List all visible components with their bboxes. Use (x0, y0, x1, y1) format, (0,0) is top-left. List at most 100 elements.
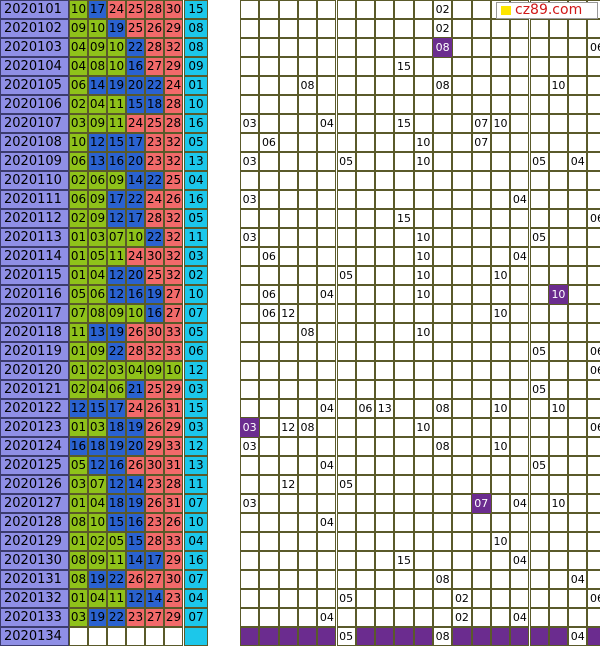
miss-cell: 02 (452, 608, 472, 627)
miss-cell (259, 95, 279, 114)
miss-cell (240, 38, 260, 57)
miss-cell (548, 19, 569, 38)
miss-cell (259, 608, 279, 627)
red-ball: 10 (126, 228, 145, 247)
miss-cell (375, 532, 395, 551)
blue-ball: 15 (184, 0, 208, 19)
miss-cell (548, 627, 569, 646)
miss-cell (529, 323, 549, 342)
red-ball: 25 (145, 114, 164, 133)
miss-cell (259, 323, 279, 342)
miss-cell (297, 228, 318, 247)
miss-cell (452, 418, 472, 437)
red-ball (107, 627, 126, 646)
blue-ball: 16 (184, 114, 208, 133)
miss-cell (278, 57, 298, 76)
miss-cell (452, 570, 472, 589)
miss-cell: 04 (317, 399, 337, 418)
miss-cell (413, 456, 433, 475)
red-ball: 14 (88, 76, 107, 95)
issue-number: 2020103 (0, 38, 69, 57)
miss-cell (529, 361, 549, 380)
red-ball: 08 (69, 551, 88, 570)
red-ball: 04 (88, 589, 107, 608)
miss-cell (568, 437, 588, 456)
red-ball: 10 (126, 304, 145, 323)
miss-cell (510, 380, 530, 399)
miss-cell (355, 76, 376, 95)
miss-cell: 08 (297, 418, 318, 437)
miss-cell (375, 133, 395, 152)
miss-cell (297, 380, 318, 399)
miss-cell (471, 38, 491, 57)
miss-cell (548, 380, 569, 399)
miss-cell (587, 57, 600, 76)
red-ball: 08 (69, 513, 88, 532)
red-ball: 26 (164, 513, 183, 532)
red-ball: 05 (88, 247, 107, 266)
miss-cell: 07 (471, 114, 491, 133)
miss-cell: 15 (394, 209, 414, 228)
miss-cell (529, 209, 549, 228)
red-ball: 04 (88, 95, 107, 114)
miss-cell (529, 494, 549, 513)
miss-cell (413, 532, 433, 551)
red-ball: 23 (145, 513, 164, 532)
miss-cell (336, 247, 356, 266)
miss-cell: 05 (529, 228, 549, 247)
miss-cell (433, 361, 453, 380)
red-ball: 33 (164, 437, 183, 456)
red-ball: 32 (164, 209, 183, 228)
miss-cell (568, 19, 588, 38)
miss-cell (317, 95, 337, 114)
red-ball: 24 (126, 399, 145, 418)
site-logo[interactable]: cz89.com (496, 2, 598, 19)
miss-cell (548, 532, 569, 551)
red-ball: 20 (126, 76, 145, 95)
miss-cell (529, 76, 549, 95)
miss-cell: 04 (510, 494, 530, 513)
red-ball: 07 (69, 304, 88, 323)
miss-cell (278, 95, 298, 114)
miss-cell: 04 (568, 570, 588, 589)
miss-cell (394, 304, 414, 323)
miss-cell (529, 247, 549, 266)
miss-cell (394, 228, 414, 247)
red-ball: 19 (107, 437, 126, 456)
red-ball: 04 (126, 361, 145, 380)
miss-cell (413, 57, 433, 76)
red-ball: 12 (69, 399, 88, 418)
miss-cell (375, 247, 395, 266)
miss-cell (278, 342, 298, 361)
miss-cell (317, 19, 337, 38)
red-ball: 25 (126, 0, 145, 19)
miss-cell (336, 190, 356, 209)
miss-cell (490, 19, 511, 38)
miss-cell (297, 361, 318, 380)
red-ball: 03 (69, 114, 88, 133)
miss-cell (548, 456, 569, 475)
miss-cell (568, 209, 588, 228)
miss-cell: 05 (336, 152, 356, 171)
issue-number: 2020125 (0, 456, 69, 475)
miss-cell (471, 0, 491, 19)
miss-cell (259, 589, 279, 608)
red-ball: 04 (88, 266, 107, 285)
miss-cell (278, 76, 298, 95)
miss-cell (355, 380, 376, 399)
miss-cell (240, 76, 260, 95)
miss-cell (375, 475, 395, 494)
miss-cell (240, 266, 260, 285)
red-ball: 26 (145, 399, 164, 418)
miss-cell (240, 608, 260, 627)
red-ball: 01 (69, 494, 88, 513)
miss-cell (297, 627, 318, 646)
miss-cell: 06 (355, 399, 376, 418)
issue-number: 2020130 (0, 551, 69, 570)
miss-cell (471, 171, 491, 190)
miss-cell (510, 589, 530, 608)
miss-cell: 03 (240, 494, 260, 513)
miss-cell (452, 342, 472, 361)
miss-cell (394, 133, 414, 152)
issue-number: 2020121 (0, 380, 69, 399)
